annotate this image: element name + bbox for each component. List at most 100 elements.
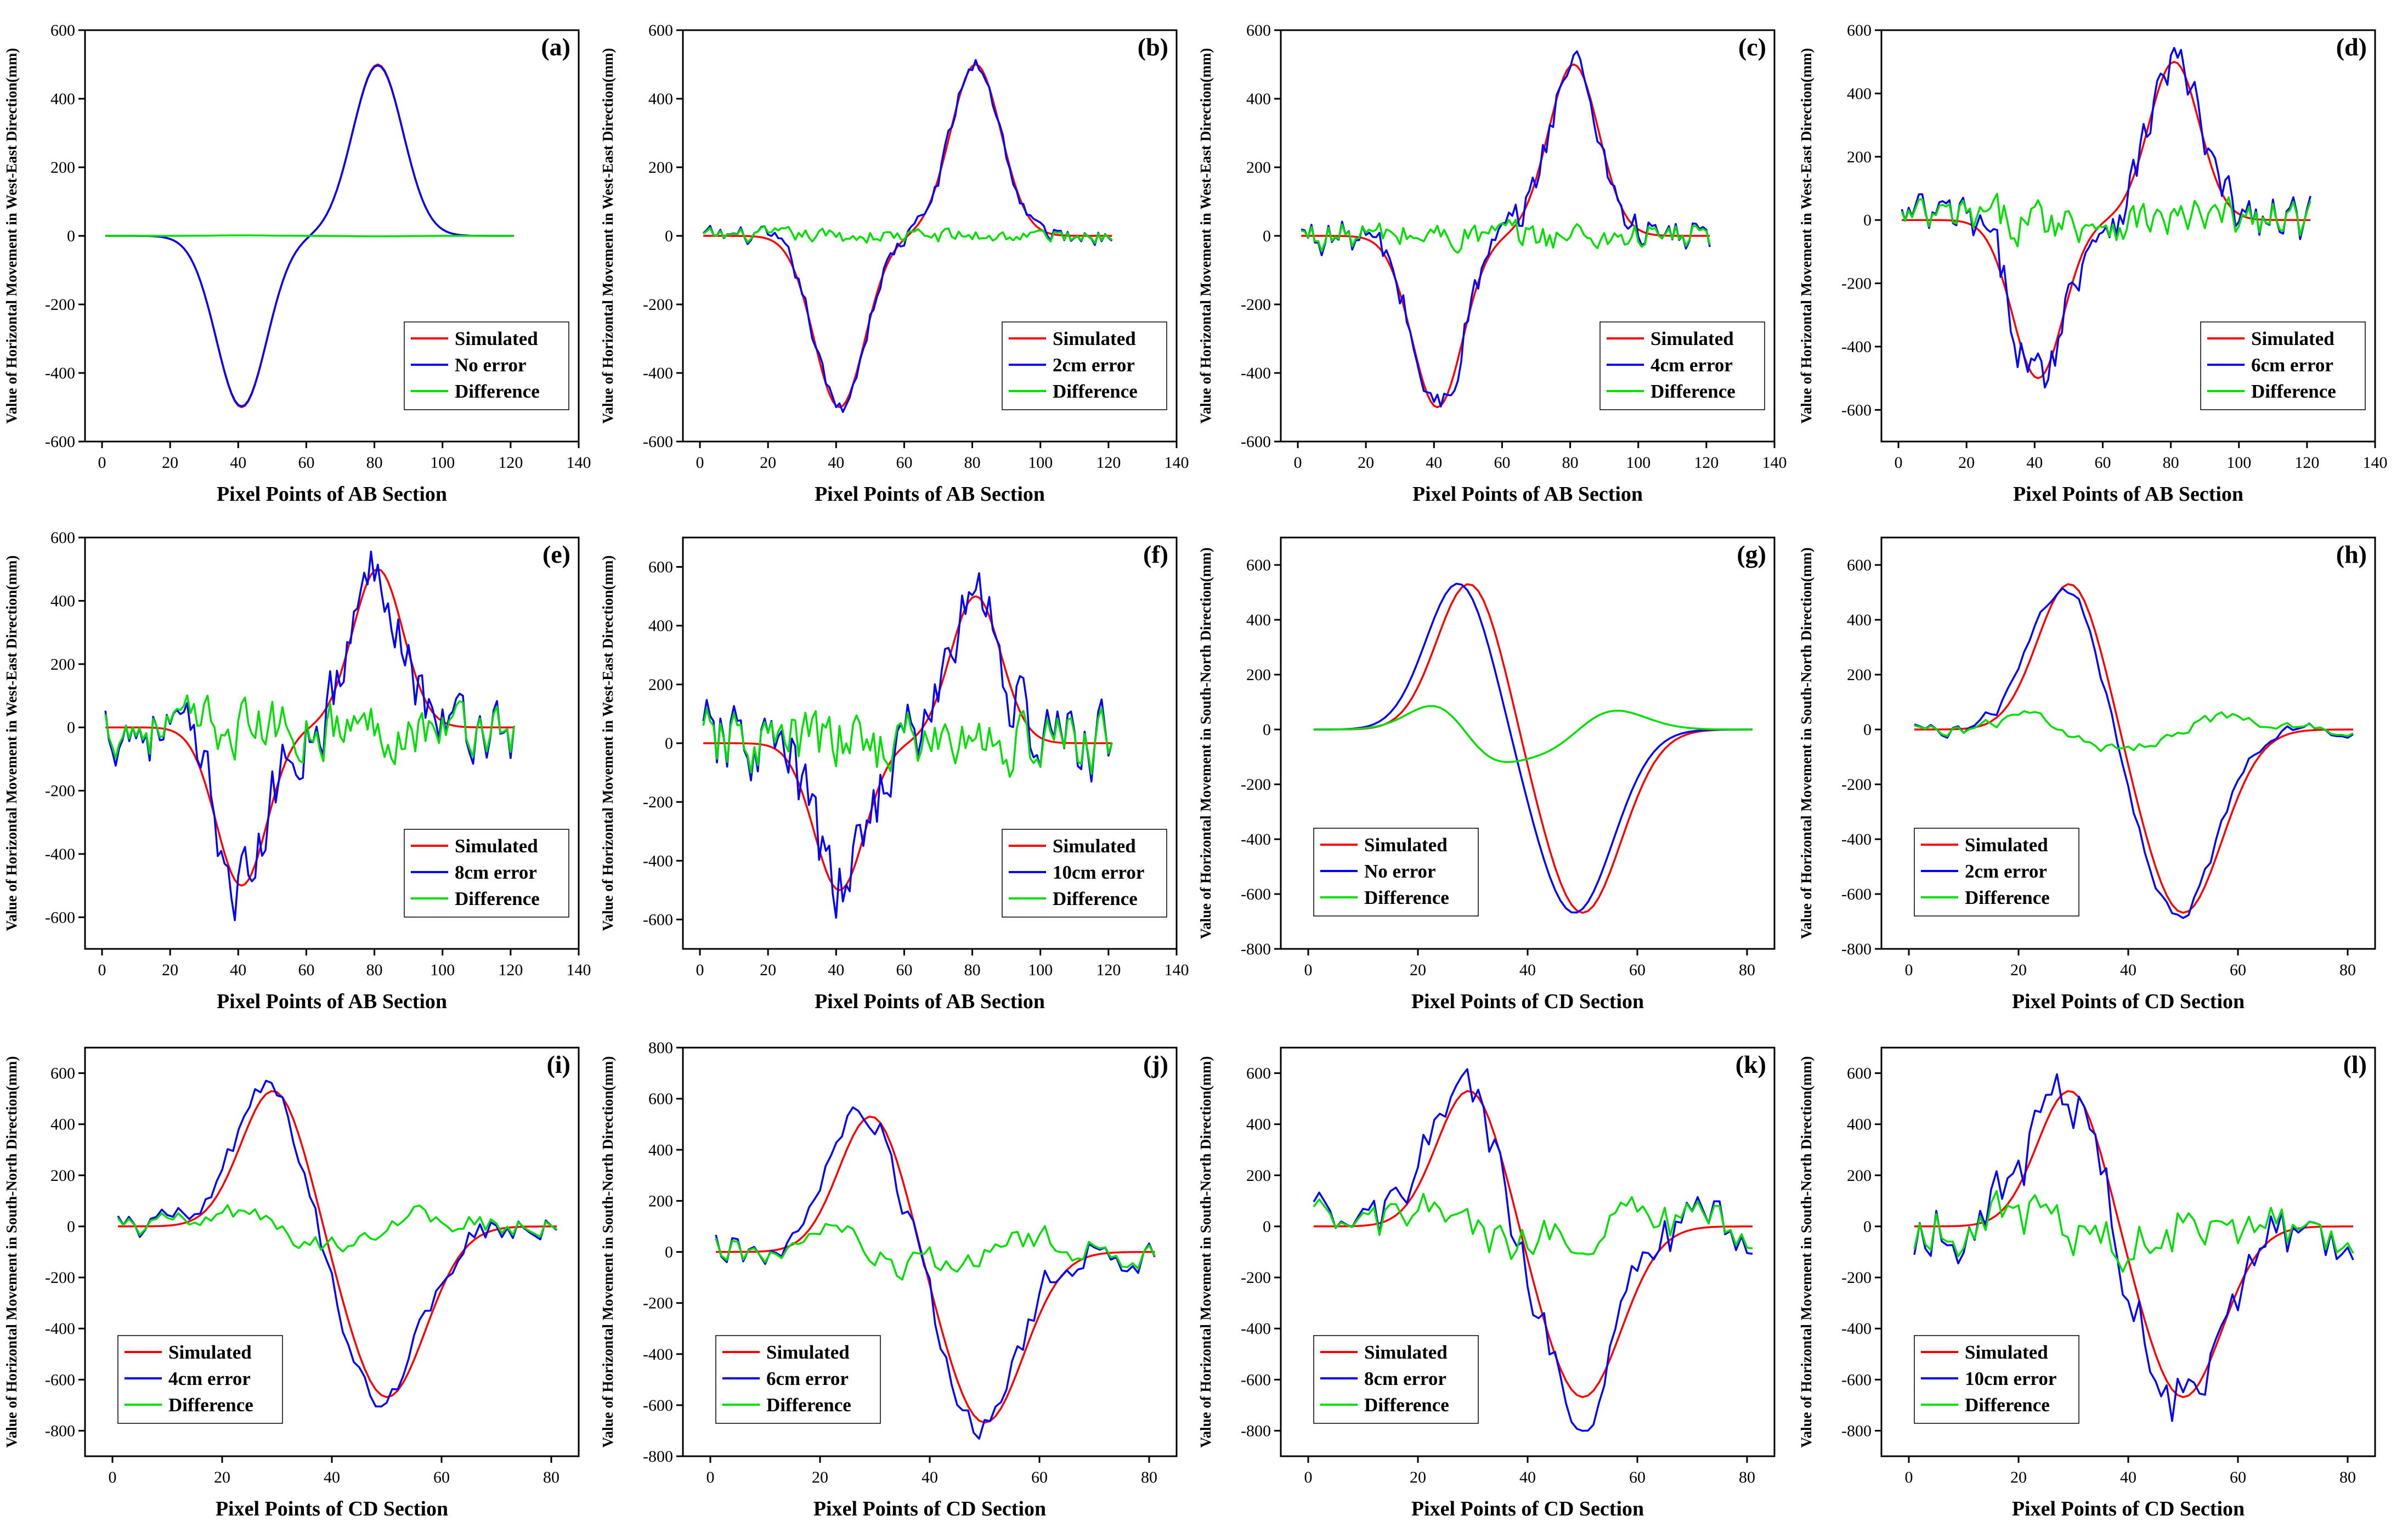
legend-observed-label: 2cm error bbox=[1965, 861, 2047, 882]
x-tick-label: 0 bbox=[1304, 1468, 1313, 1486]
legend-simulated-label: Simulated bbox=[1965, 1342, 2048, 1363]
y-tick-label: 400 bbox=[1246, 611, 1271, 629]
panel-label: (e) bbox=[542, 540, 570, 568]
x-tick-label: 80 bbox=[1739, 1468, 1755, 1486]
x-tick-label: 20 bbox=[162, 454, 178, 472]
x-tick-label: 20 bbox=[2010, 1468, 2027, 1486]
legend: Simulated 4cm error Difference bbox=[117, 1335, 283, 1424]
legend-simulated-label: Simulated bbox=[1053, 835, 1136, 857]
series-observed bbox=[1914, 587, 2354, 919]
x-tick-label: 60 bbox=[2094, 454, 2111, 472]
y-tick-label: 400 bbox=[1847, 84, 1872, 103]
chart-panel-i: 0 20 40 60 80 -800 -600 -400 -200 0 200 400 600 Pixel… bbox=[3, 1047, 580, 1520]
y-tick-label: -600 bbox=[45, 1371, 75, 1389]
x-axis-label: Pixel Points of AB Section bbox=[2013, 483, 2243, 506]
x-axis-label: Pixel Points of CD Section bbox=[813, 1497, 1046, 1520]
y-tick-label: -600 bbox=[1241, 885, 1271, 903]
x-tick-label: 100 bbox=[2226, 454, 2251, 472]
y-tick-label: 0 bbox=[1863, 1218, 1872, 1236]
x-tick-label: 120 bbox=[498, 454, 523, 472]
y-tick-label: -400 bbox=[643, 1345, 673, 1364]
y-tick-label: 400 bbox=[1847, 1116, 1872, 1134]
legend-simulated-label: Simulated bbox=[455, 835, 538, 857]
series-observed bbox=[1313, 1068, 1753, 1432]
x-tick-label: 0 bbox=[1304, 961, 1313, 979]
x-tick-label: 140 bbox=[1762, 454, 1787, 472]
chart-panel-b: 0 20 40 60 80 100 120 140 -600 -400 -200 0 200 400 600… bbox=[600, 21, 1189, 506]
y-tick-label: -600 bbox=[643, 910, 673, 929]
y-tick-label: -800 bbox=[1241, 940, 1271, 958]
y-tick-label: -200 bbox=[1841, 776, 1872, 794]
series-simulated bbox=[105, 568, 515, 887]
y-tick-label: -600 bbox=[45, 908, 75, 926]
y-tick-label: -200 bbox=[643, 1294, 673, 1313]
x-tick-label: 0 bbox=[696, 454, 704, 472]
chart-panel-l: 0 20 40 60 80 -800 -600 -400 -200 0 200 400 600 Pixel… bbox=[1798, 1047, 2376, 1520]
x-axis-label: Pixel Points of CD Section bbox=[216, 1497, 448, 1520]
y-tick-label: -600 bbox=[1841, 1371, 1872, 1389]
plot-area bbox=[1313, 1068, 1753, 1432]
x-tick-label: 40 bbox=[828, 454, 844, 472]
y-tick-label: -400 bbox=[45, 845, 75, 863]
chart-panel-f: 0 20 40 60 80 100 120 140 -600 -400 -200 0 200 400 600… bbox=[600, 536, 1189, 1013]
plot-area bbox=[1901, 47, 2311, 389]
y-tick-label: -800 bbox=[45, 1422, 75, 1440]
y-axis-label: Value of Horizontal Movement in West-Eas… bbox=[600, 48, 616, 424]
x-tick-label: 80 bbox=[366, 454, 383, 472]
panel-label: (l) bbox=[2343, 1050, 2367, 1078]
chart-panel-g: 0 20 40 60 80 -800 -600 -400 -200 0 200 400 600 Pixel… bbox=[1197, 536, 1776, 1013]
x-tick-label: 40 bbox=[1519, 961, 1536, 979]
plot-area bbox=[117, 1079, 558, 1408]
y-tick-label: -200 bbox=[643, 296, 673, 314]
chart-panel-c: 0 20 40 60 80 100 120 140 -600 -400 -200 0 200 400 600… bbox=[1197, 21, 1787, 506]
legend: Simulated 8cm error Difference bbox=[1313, 1335, 1479, 1424]
series-difference bbox=[104, 694, 515, 766]
x-tick-label: 20 bbox=[162, 961, 178, 979]
y-tick-label: 400 bbox=[648, 1141, 673, 1159]
x-tick-label: 140 bbox=[1165, 961, 1189, 979]
y-tick-label: 0 bbox=[67, 1218, 75, 1236]
y-tick-label: 600 bbox=[50, 1065, 75, 1083]
y-tick-label: 400 bbox=[648, 617, 673, 635]
y-tick-label: -200 bbox=[1241, 296, 1271, 314]
y-tick-label: 0 bbox=[1863, 721, 1872, 739]
legend-observed-label: 8cm error bbox=[1364, 1368, 1446, 1389]
y-tick-label: 200 bbox=[648, 1192, 673, 1210]
y-axis-label: Value of Horizontal Movement in South-No… bbox=[1798, 547, 1815, 939]
chart-panel-d: 0 20 40 60 80 100 120 140 -600 -400 -200 0 200 400 600… bbox=[1798, 21, 2388, 506]
x-tick-label: 20 bbox=[214, 1468, 230, 1486]
x-tick-label: 140 bbox=[2363, 454, 2388, 472]
series-difference bbox=[1314, 705, 1753, 764]
chart-panel-k: 0 20 40 60 80 -800 -600 -400 -200 0 200 400 600 Pixel… bbox=[1197, 1047, 1776, 1520]
y-tick-label: 400 bbox=[50, 90, 75, 108]
legend-simulated-label: Simulated bbox=[1965, 834, 2048, 856]
series-difference bbox=[703, 225, 1113, 245]
x-axis-label: Pixel Points of AB Section bbox=[815, 483, 1045, 506]
panel-label: (g) bbox=[1737, 540, 1766, 568]
legend: Simulated No error Difference bbox=[1313, 828, 1479, 917]
x-tick-label: 120 bbox=[1096, 961, 1121, 979]
y-tick-label: -200 bbox=[1241, 776, 1271, 794]
y-tick-label: 0 bbox=[1263, 227, 1271, 245]
y-axis-label: Value of Horizontal Movement in South-No… bbox=[1197, 547, 1214, 939]
plot-area bbox=[702, 572, 1113, 919]
y-tick-label: -200 bbox=[1241, 1269, 1271, 1287]
x-axis-label: Pixel Points of AB Section bbox=[1412, 483, 1643, 506]
panel-label: (c) bbox=[1738, 33, 1766, 61]
panel-label: (i) bbox=[547, 1050, 570, 1078]
legend-observed-label: 4cm error bbox=[168, 1368, 251, 1389]
plot-frame bbox=[1880, 29, 2376, 443]
plot-area bbox=[703, 59, 1113, 413]
y-tick-label: -800 bbox=[1841, 1422, 1872, 1440]
x-tick-label: 140 bbox=[567, 961, 591, 979]
series-observed bbox=[1913, 1073, 2354, 1422]
y-tick-label: -400 bbox=[45, 1320, 75, 1338]
y-tick-label: -400 bbox=[45, 364, 75, 382]
x-tick-label: 40 bbox=[230, 961, 246, 979]
x-tick-label: 120 bbox=[2294, 454, 2319, 472]
x-tick-label: 60 bbox=[298, 961, 314, 979]
x-tick-label: 60 bbox=[2230, 961, 2246, 979]
plot-area bbox=[105, 63, 515, 409]
legend-difference-label: Difference bbox=[1364, 1394, 1449, 1416]
